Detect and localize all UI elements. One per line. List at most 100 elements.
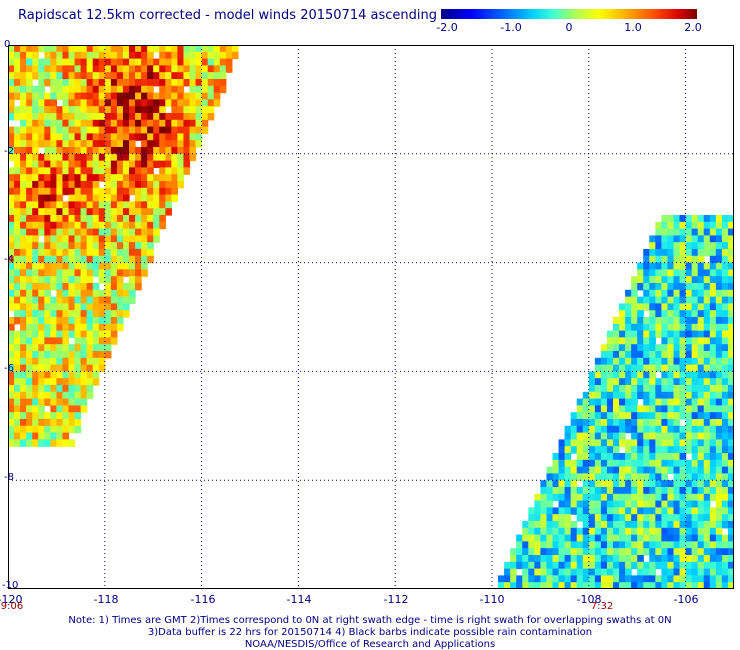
- wind-cell-358: [38, 113, 45, 121]
- wind-cell-2005: [637, 419, 644, 427]
- wind-cell-1358: [80, 405, 88, 413]
- wind-cell-737: [135, 194, 142, 202]
- wind-cell-844: [129, 221, 136, 230]
- wind-cell-1947: [613, 405, 620, 413]
- wind-cell-351: [201, 106, 209, 114]
- wind-cell-329: [62, 106, 70, 114]
- wind-cell-2295: [619, 487, 626, 495]
- wind-cell-546: [20, 153, 27, 162]
- wind-cell-266: [92, 92, 100, 100]
- wind-cell-2556: [558, 541, 566, 549]
- wind-cell-2119: [655, 446, 662, 454]
- wind-cell-1266: [44, 364, 51, 372]
- wind-cell-1391: [56, 425, 64, 434]
- wind-cell-2048: [564, 432, 572, 440]
- wind-cell-73: [231, 51, 239, 60]
- wind-cell-172: [153, 72, 160, 80]
- wind-cell-2010: [667, 419, 675, 427]
- wind-cell-2021: [570, 425, 578, 434]
- wind-cell-323: [26, 106, 33, 114]
- wind-cell-886: [80, 235, 88, 243]
- wind-cell-2340: [691, 493, 699, 502]
- wind-cell-2507: [691, 527, 699, 536]
- wind-cell-225: [50, 85, 57, 94]
- wind-cell-1388: [38, 425, 45, 434]
- wind-cell-1912: [709, 391, 717, 400]
- wind-cell-656: [147, 174, 154, 182]
- wind-cell-668: [44, 181, 51, 189]
- wind-cell-1421: [691, 215, 699, 223]
- wind-cell-903: [32, 242, 39, 250]
- note-line-3: NOAA/NESDIS/Office of Research and Appli…: [244, 639, 496, 650]
- wind-cell-2545: [709, 534, 717, 542]
- wind-cell-1335: [14, 398, 21, 406]
- wind-cell-1374: [26, 419, 33, 427]
- wind-cell-1281: [38, 371, 45, 379]
- wind-cell-2234: [625, 473, 632, 481]
- wind-cell-1710: [606, 337, 614, 345]
- wind-cell-1587: [691, 289, 699, 298]
- wind-cell-1326: [44, 391, 51, 400]
- wind-cell-76: [20, 58, 27, 66]
- wind-cell-2603: [619, 548, 626, 556]
- wind-cell-2684: [661, 561, 669, 570]
- wind-cell-604: [8, 167, 15, 175]
- wind-cell-1722: [685, 337, 693, 345]
- wind-cell-264: [80, 92, 88, 100]
- wind-cell-630: [171, 167, 178, 175]
- wind-cell-1363: [32, 412, 39, 420]
- wind-cell-2518: [546, 534, 554, 542]
- wind-cell-2672: [588, 561, 596, 570]
- wind-cell-2037: [667, 425, 675, 434]
- wind-cell-876: [14, 235, 21, 243]
- wind-cell-375: [141, 113, 148, 121]
- wind-cell-1244: [8, 357, 15, 366]
- wind-cell-748: [32, 201, 39, 209]
- wind-cell-2217: [709, 466, 717, 474]
- wind-cell-1950: [631, 405, 638, 413]
- wind-cell-850: [8, 228, 15, 236]
- wind-cell-1660: [679, 317, 687, 325]
- wind-cell-2130: [721, 446, 729, 454]
- wind-cell-769: [159, 201, 166, 209]
- wind-cell-183: [219, 72, 227, 80]
- wind-cell-2471: [685, 521, 693, 529]
- wind-cell-1536: [691, 269, 699, 277]
- wind-cell-974: [26, 262, 33, 270]
- wind-cell-2558: [570, 541, 578, 549]
- wind-cell-444: [165, 126, 172, 134]
- wind-cell-252: [8, 92, 15, 100]
- wind-cell-697: [50, 187, 57, 196]
- wind-cell-2710: [594, 568, 602, 576]
- wind-cell-2245: [697, 473, 705, 481]
- swath-time-right: 7:32: [590, 601, 614, 612]
- wind-cell-1376: [38, 419, 45, 427]
- wind-cell-1719: [667, 337, 675, 345]
- wind-cell-2079: [582, 439, 590, 447]
- wind-cell-2485: [558, 527, 566, 536]
- wind-cell-848: [153, 221, 160, 230]
- wind-cell-620: [104, 167, 112, 175]
- wind-cell-1642: [691, 310, 699, 318]
- wind-cell-669: [50, 181, 57, 189]
- wind-cell-2035: [655, 425, 662, 434]
- wind-cell-2305: [679, 487, 687, 495]
- wind-cell-249: [207, 85, 215, 94]
- wind-cell-2351: [564, 500, 572, 508]
- wind-cell-281: [183, 92, 191, 100]
- wind-cell-1034: [116, 276, 124, 284]
- wind-cell-505: [147, 140, 154, 148]
- wind-cell-2057: [619, 432, 626, 440]
- wind-cell-1584: [673, 289, 681, 298]
- wind-cell-405: [129, 119, 136, 128]
- wind-cell-280: [177, 92, 185, 100]
- wind-cell-1953: [649, 405, 656, 413]
- wind-cell-2260: [600, 480, 608, 488]
- wind-cell-860: [68, 228, 76, 236]
- wind-cell-2715: [625, 568, 632, 576]
- wind-cell-1333: [86, 391, 94, 400]
- wind-cell-2528: [606, 534, 614, 542]
- wind-cell-1933: [685, 398, 693, 406]
- wind-cell-2251: [540, 480, 548, 488]
- wind-cell-1694: [637, 330, 644, 338]
